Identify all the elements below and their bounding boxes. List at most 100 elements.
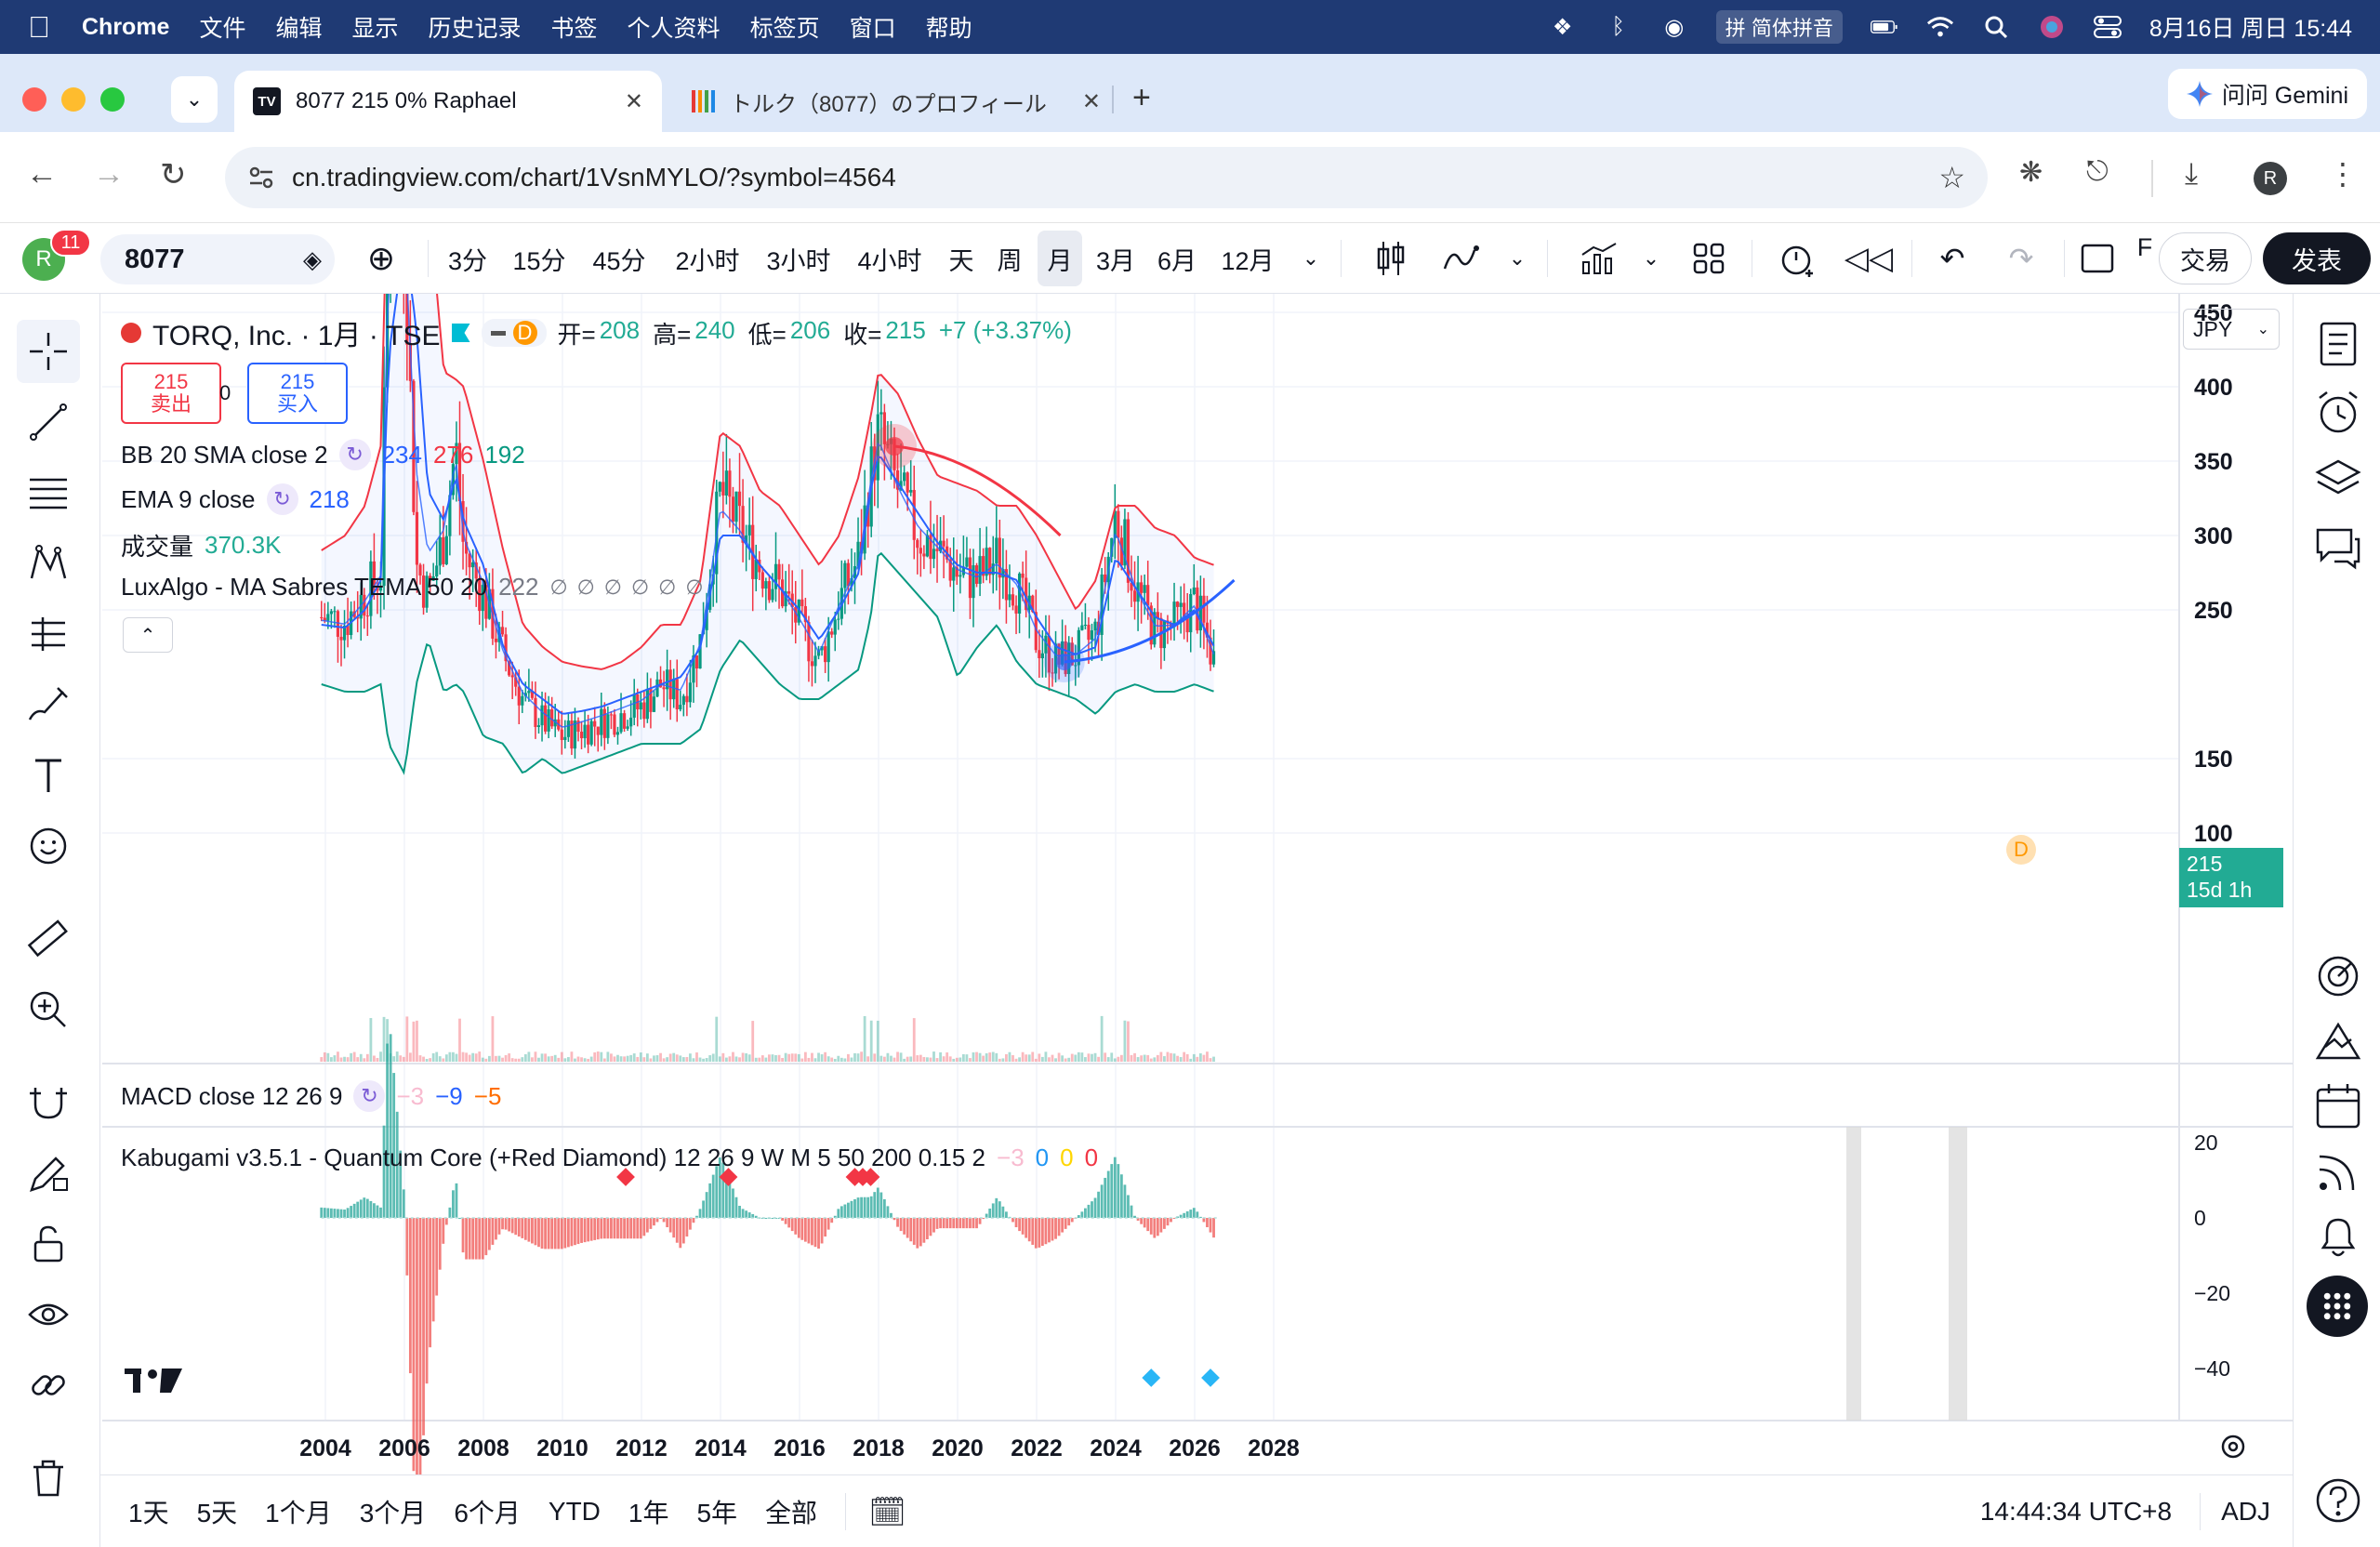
interval-2h[interactable]: 2小时 [675,246,740,275]
window-zoom-icon[interactable] [100,87,125,112]
range-5d[interactable]: 5天 [196,1498,238,1527]
interval-day[interactable]: 天 [948,246,974,275]
interval-4h[interactable]: 4小时 [857,246,922,275]
symbol-search-input[interactable]: 8077 ◈ [100,234,335,284]
range-all[interactable]: 全部 [765,1498,818,1527]
toolbar-overflow-letter[interactable]: F [2136,232,2153,261]
chrome-menu-kebab-icon[interactable]: ⋮ [2328,157,2358,191]
menu-bookmarks[interactable]: 书签 [528,16,598,42]
range-1d[interactable]: 1天 [128,1498,169,1527]
trend-line-tool-icon[interactable] [17,390,80,454]
interval-3m[interactable]: 3分 [447,246,488,275]
address-bar[interactable]: cn.tradingview.com/chart/1VsnMYLO/?symbo… [225,147,1988,208]
lock-drawings-icon[interactable] [17,1212,80,1276]
control-center-icon[interactable] [2093,13,2122,41]
ime-indicator[interactable]: 拼 简体拼音 [1715,10,1843,44]
watchlist-icon[interactable] [2312,318,2364,370]
downloads-icon[interactable]: ⤓ [2185,156,2199,190]
tab-torq-profile[interactable]: トルク（8077）のプロフィール ✕ [682,71,1110,132]
apple-menu-icon[interactable]:  [28,10,50,45]
templates-chevron-icon[interactable]: ⌄ [1642,246,1660,270]
hide-drawings-eye-icon[interactable] [17,1283,80,1346]
templates-icon[interactable] [1571,223,1627,294]
currency-selector[interactable]: JPY ⌄ [2183,309,2280,350]
ideas-mountain-icon[interactable] [2312,1015,2364,1067]
brush-tool-icon[interactable] [17,673,80,736]
interval-45m[interactable]: 45分 [592,246,646,275]
symbol-legend[interactable]: TORQ, Inc. · 1月 · TSE D 开= 208 高= 240 低= 20… [121,312,1072,353]
interval-6month[interactable]: 6月 [1157,246,1197,275]
forward-arrow-icon[interactable]: → [93,156,125,192]
menu-edit[interactable]: 编辑 [253,16,322,42]
fullscreen-icon[interactable] [2071,223,2123,294]
diamond-icon[interactable]: ◈ [303,245,322,273]
window-minimize-icon[interactable] [61,87,86,112]
goto-date-calendar-icon[interactable]: 🗓 [868,1494,906,1528]
sell-button[interactable]: 215 卖出 [121,363,221,424]
trade-button[interactable]: 交易 [2159,232,2252,284]
battery-icon[interactable] [1870,13,1898,41]
menu-app-name[interactable]: Chrome [60,13,169,40]
spotlight-search-icon[interactable] [1982,13,2010,41]
interval-week[interactable]: 周 [997,246,1023,275]
chats-icon[interactable] [2312,521,2364,573]
adjust-data-toggle[interactable]: ADJ [2221,1496,2270,1526]
price-chart-svg[interactable]: 600550500450400350300250150100 200−20−40… [102,294,2293,1474]
alert-clock-icon[interactable] [1770,223,1826,294]
interval-3h[interactable]: 3小时 [766,246,831,275]
trash-remove-icon[interactable] [17,1447,80,1510]
siri-icon[interactable] [2038,13,2066,41]
menu-window[interactable]: 窗口 [826,16,896,42]
tab-close-icon[interactable]: ✕ [624,88,643,114]
range-3m[interactable]: 3个月 [359,1498,427,1527]
interval-15m[interactable]: 15分 [512,246,566,275]
collapse-legend-chevron-icon[interactable]: ⌃ [123,617,173,653]
tab-search-chevron-icon[interactable]: ⌄ [171,76,218,123]
hotlists-target-icon[interactable] [2312,950,2364,1002]
chart-settings-gear-icon[interactable] [2221,1435,2245,1459]
indicator-legend-macd[interactable]: MACD close 12 26 9 ↻ −3 −9 −5 [121,1080,501,1112]
new-tab-plus-icon[interactable]: + [1132,80,1151,115]
menu-history[interactable]: 历史记录 [405,16,522,42]
interval-12month[interactable]: 12月 [1221,246,1275,275]
wifi-icon[interactable] [1926,13,1954,41]
compare-add-symbol-icon[interactable]: ⊕ [366,239,396,277]
candles-chart-type-icon[interactable] [1361,223,1421,294]
range-6m[interactable]: 6个月 [454,1498,521,1527]
fib-retracement-tool-icon[interactable] [17,461,80,524]
refresh-icon[interactable]: ↻ [338,439,371,470]
news-feed-icon[interactable] [2312,1145,2364,1197]
drawing-mode-pencil-lock-icon[interactable] [17,1142,80,1205]
magnet-icon[interactable] [17,1071,80,1134]
airdrop-icon[interactable]: ◉ [1664,14,1685,40]
tradingview-logo-icon[interactable] [125,1368,182,1393]
chatgpt-extension-icon[interactable]: ❋ [2019,157,2043,188]
undo-icon[interactable]: ↶ [1939,242,1965,275]
zoom-in-icon[interactable] [17,978,80,1041]
menu-profiles[interactable]: 个人资料 [604,16,721,42]
forecasting-tool-icon[interactable] [17,602,80,666]
range-1m[interactable]: 1个月 [265,1498,332,1527]
menu-file[interactable]: 文件 [177,16,245,42]
indicators-chevron-icon[interactable]: ⌄ [1508,246,1527,270]
url-text[interactable]: cn.tradingview.com/chart/1VsnMYLO/?symbo… [292,163,896,192]
interval-3month[interactable]: 3月 [1095,246,1136,275]
indicator-legend-kabugami[interactable]: Kabugami v3.5.1 - Quantum Core (+Red Dia… [121,1144,1098,1172]
publish-button[interactable]: 发表 [2263,232,2371,284]
interval-month[interactable]: 月 [1038,231,1082,286]
indicator-legend-volume[interactable]: 成交量 370.3K [121,528,281,562]
text-tool-icon[interactable] [17,744,80,807]
bluetooth-icon[interactable]: ᛒ [1611,14,1625,39]
dropbox-icon[interactable]: ❖ [1552,14,1573,40]
chart-container[interactable]: 600550500450400350300250150100 200−20−40… [102,294,2293,1474]
indicator-legend-ema[interactable]: EMA 9 close ↻ 218 [121,483,350,515]
tab-tradingview[interactable]: TV 8077 215 0% Raphael ✕ [234,71,662,132]
refresh-icon[interactable]: ↻ [266,483,298,515]
utc-clock[interactable]: 14:44:34 UTC+8 [1979,1496,2173,1526]
products-grid-icon[interactable] [2307,1276,2368,1337]
range-1y[interactable]: 1年 [628,1498,669,1527]
extensions-puzzle-icon[interactable]: ⎋ [2086,156,2109,187]
object-tree-layers-icon[interactable] [2312,454,2364,506]
menu-tabs[interactable]: 标签页 [727,16,820,42]
back-arrow-icon[interactable]: ← [26,156,58,192]
